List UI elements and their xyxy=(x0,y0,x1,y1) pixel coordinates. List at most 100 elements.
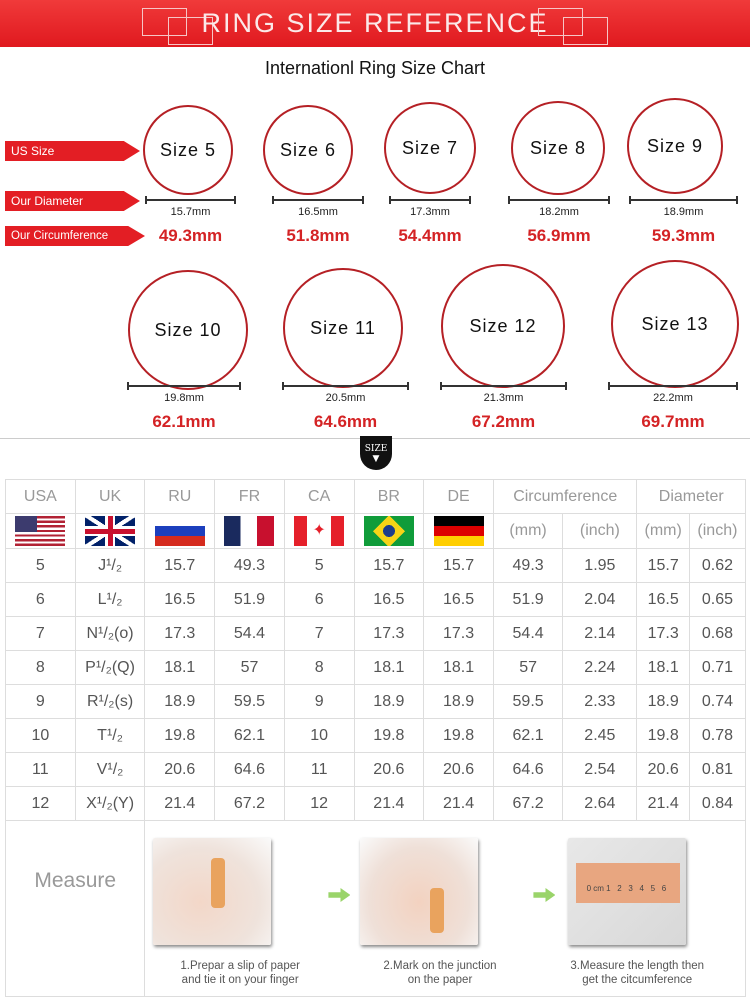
table-cell: 16.5 xyxy=(353,582,425,617)
column-header: Diameter xyxy=(636,479,746,514)
flag-cell xyxy=(144,513,216,549)
diameter-ruler xyxy=(629,196,738,204)
table-cell: X¹/₂(Y) xyxy=(74,786,146,821)
germany-flag-icon xyxy=(433,516,484,546)
column-header: DE xyxy=(423,479,494,514)
table-cell: 2.33 xyxy=(562,684,638,719)
table-cell: 51.9 xyxy=(492,582,564,617)
table-cell: 19.8 xyxy=(353,718,425,753)
paper-strip xyxy=(576,863,681,903)
table-cell: 67.2 xyxy=(214,786,285,821)
ring-circle: Size 12 xyxy=(441,264,565,388)
table-cell: 18.1 xyxy=(144,650,216,685)
table-cell: 59.5 xyxy=(214,684,285,719)
ring-diameter: 18.9mm xyxy=(663,206,704,218)
ring-circumference: 59.3mm xyxy=(651,226,716,245)
table-cell: 0.84 xyxy=(688,786,747,821)
table-cell: 17.3 xyxy=(636,616,690,651)
unit-header: (mm) xyxy=(636,513,690,549)
measure-steps: 0 cm 1 2 3 4 5 6 1.Prepar a slip of pape… xyxy=(144,820,746,997)
ring-circle: Size 6 xyxy=(263,105,353,195)
step2-caption: 2.Mark on the junction on the paper xyxy=(383,959,496,987)
table-row: 5 J¹/₂ 15.7 49.3 5 15.7 15.7 49.3 1.95 15.7 0.62 xyxy=(5,548,747,583)
table-cell: 64.6 xyxy=(492,752,564,787)
table-cell: 19.8 xyxy=(423,718,494,753)
table-cell: 7 xyxy=(283,616,355,651)
table-cell: 2.54 xyxy=(562,752,638,787)
table-cell: 21.4 xyxy=(353,786,425,821)
table-cell: 2.24 xyxy=(562,650,638,685)
down-arrow-icon: ▼ xyxy=(372,454,380,464)
step2-photo xyxy=(360,838,479,945)
ring-circle: Size 11 xyxy=(283,268,403,388)
measure-row: Measure 0 cm 1 2 3 4 5 6 1.Prepar a slip… xyxy=(4,820,746,997)
ring-circumference: 62.1mm xyxy=(152,412,216,431)
size-table: USA UK RU FR CA BR DE Circumference Diameter ✦ (m… xyxy=(4,479,747,997)
ring-size-label: Size 9 xyxy=(646,135,704,156)
table-cell: 10 xyxy=(5,718,76,753)
uk-flag-icon xyxy=(85,516,136,546)
table-cell: 9 xyxy=(5,684,76,719)
table-cell: 49.3 xyxy=(492,548,564,583)
table-cell: 59.5 xyxy=(492,684,564,719)
flag-cell xyxy=(74,513,146,549)
table-cell: 20.6 xyxy=(636,752,690,787)
size-badge-text: SIZE xyxy=(364,444,388,454)
table-cell: 0.65 xyxy=(688,582,747,617)
table-cell: 1.95 xyxy=(562,548,638,583)
decor-square xyxy=(563,17,608,45)
table-cell: 16.5 xyxy=(636,582,690,617)
table-cell: 19.8 xyxy=(144,718,216,753)
diameter-ruler xyxy=(440,382,567,390)
ring-circumference: 69.7mm xyxy=(641,412,705,431)
ring-circumference: 56.9mm xyxy=(527,226,591,245)
ring-size-label: Size 8 xyxy=(529,137,587,158)
table-cell: 21.4 xyxy=(144,786,216,821)
table-cell: 0.62 xyxy=(688,548,747,583)
table-cell: 0.78 xyxy=(688,718,747,753)
ring-size-label: Size 12 xyxy=(469,315,537,336)
ring-size-label: Size 11 xyxy=(310,317,376,338)
caption-line: and tie it on your finger xyxy=(181,974,299,986)
table-cell: 12 xyxy=(5,786,76,821)
step1-caption: 1.Prepar a slip of paper and tie it on yo… xyxy=(180,959,300,987)
table-cell: 67.2 xyxy=(492,786,564,821)
diameter-ruler xyxy=(145,196,236,204)
table-cell: 51.9 xyxy=(214,582,285,617)
diameter-ruler xyxy=(282,382,409,390)
table-cell: 20.6 xyxy=(144,752,216,787)
table-row: 7 N¹/₂(o) 17.3 54.4 7 17.3 17.3 54.4 2.14 17.3 0.6… xyxy=(5,616,747,651)
unit-header: (inch) xyxy=(562,513,638,549)
table-cell: 18.9 xyxy=(423,684,494,719)
table-row: 6 L¹/₂ 16.5 51.9 6 16.5 16.5 51.9 2.04 16.5 0.65 xyxy=(5,582,747,617)
column-header: Circumference xyxy=(492,479,638,514)
table-cell: 0.68 xyxy=(688,616,747,651)
ring-diameter: 18.2mm xyxy=(539,206,579,218)
ring-circumference: 49.3mm xyxy=(158,226,223,245)
step3-caption: 3.Measure the length then get the citcumf… xyxy=(570,959,704,987)
table-cell: V¹/₂ xyxy=(74,752,146,787)
table-cell: 17.3 xyxy=(144,616,216,651)
table-cell: 54.4 xyxy=(492,616,564,651)
table-cell: N¹/₂(o) xyxy=(74,616,146,651)
diameter-ruler xyxy=(608,382,738,390)
ring-size-label: Size 5 xyxy=(159,139,217,160)
ring-circle: Size 10 xyxy=(128,270,248,390)
table-cell: 19.8 xyxy=(636,718,690,753)
diameter-ruler xyxy=(272,196,364,204)
table-row: 10 T¹/₂ 19.8 62.1 10 19.8 19.8 62.1 2.45 19.8 0.78 xyxy=(5,718,747,753)
banner: RING SIZE REFERENCE xyxy=(0,0,750,47)
column-header: FR xyxy=(214,479,285,514)
table-cell: 0.71 xyxy=(688,650,747,685)
us-size-tag: US Size xyxy=(5,141,140,161)
banner-title: RING SIZE REFERENCE xyxy=(201,8,549,38)
table-cell: 9 xyxy=(283,684,355,719)
size-badge: SIZE ▼ xyxy=(360,436,392,470)
ring-diameter: 15.7mm xyxy=(170,206,211,218)
decor-square xyxy=(168,17,213,45)
table-cell: 15.7 xyxy=(353,548,425,583)
table-cell: 16.5 xyxy=(423,582,494,617)
table-cell: J¹/₂ xyxy=(74,548,146,583)
flag-cell xyxy=(5,513,76,549)
table-cell: 18.1 xyxy=(353,650,425,685)
